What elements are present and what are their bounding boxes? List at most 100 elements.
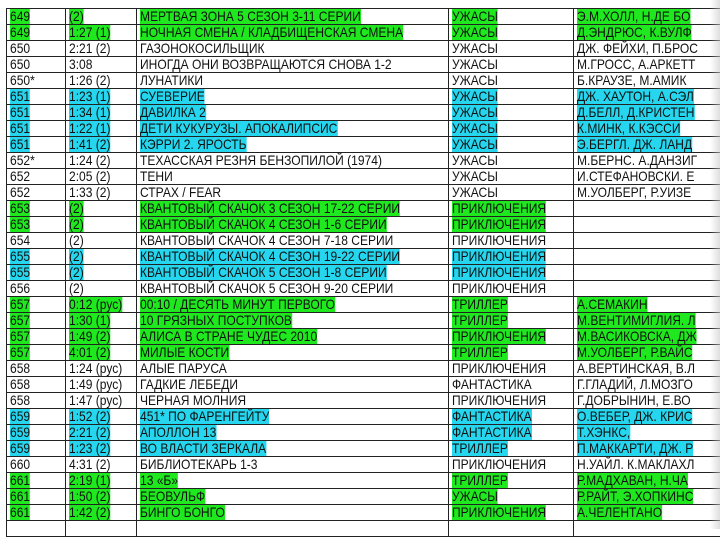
cast-cell[interactable]: Р.МАДХАВАН, Н.ЧА (573, 473, 720, 489)
title-cell[interactable]: БИНГО БОНГО (136, 505, 448, 521)
cast-cell[interactable] (573, 201, 720, 217)
duration-cell[interactable]: 2:19 (1) (65, 473, 136, 489)
duration-cell[interactable]: 1:34 (1) (65, 105, 136, 121)
title-cell[interactable]: ИНОГДА ОНИ ВОЗВРАЩАЮТСЯ СНОВА 1-2 (136, 57, 448, 73)
title-cell[interactable]: АЛЫЕ ПАРУСА (136, 361, 448, 377)
disc-number-cell[interactable]: 661 (7, 489, 66, 505)
duration-cell[interactable]: (2) (65, 265, 136, 281)
disc-number-cell[interactable]: 661 (7, 473, 66, 489)
title-cell[interactable]: НОЧНАЯ СМЕНА / КЛАДБИЩЕНСКАЯ СМЕНА (136, 25, 448, 41)
cast-cell[interactable]: Б.КРАУЗЕ, М.АМИК (573, 73, 720, 89)
genre-cell[interactable]: ПРИКЛЮЧЕНИЯ (448, 361, 573, 377)
cast-cell[interactable] (573, 233, 720, 249)
title-cell[interactable]: 451* ПО ФАРЕНГЕЙТУ (136, 409, 448, 425)
title-cell[interactable]: ТЕХАССКАЯ РЕЗНЯ БЕНЗОПИЛОЙ (1974) (136, 153, 448, 169)
cast-cell[interactable]: А.ЧЕЛЕНТАНО (573, 505, 720, 521)
genre-cell[interactable]: ПРИКЛЮЧЕНИЯ (448, 457, 573, 473)
genre-cell[interactable]: ПРИКЛЮЧЕНИЯ (448, 265, 573, 281)
duration-cell[interactable]: 1:33 (2) (65, 185, 136, 201)
title-cell[interactable]: ВО ВЛАСТИ ЗЕРКАЛА (136, 441, 448, 457)
duration-cell[interactable]: 4:01 (2) (65, 345, 136, 361)
disc-number-cell[interactable]: 657 (7, 345, 66, 361)
genre-cell[interactable]: ПРИКЛЮЧЕНИЯ (448, 217, 573, 233)
title-cell[interactable]: МЕРТВАЯ ЗОНА 5 СЕЗОН 3-11 СЕРИИ (136, 9, 448, 25)
title-cell[interactable]: 00:10 / ДЕСЯТЬ МИНУТ ПЕРВОГО (136, 297, 448, 313)
duration-cell[interactable]: 3:08 (65, 57, 136, 73)
genre-cell[interactable]: УЖАСЫ (448, 9, 573, 25)
cast-cell[interactable] (573, 217, 720, 233)
cast-cell[interactable]: ДЖ. ФЕЙХИ, П.БРОС (573, 41, 720, 57)
cast-cell[interactable]: А.СЕМАКИН (573, 297, 720, 313)
disc-number-cell[interactable]: 657 (7, 329, 66, 345)
disc-number-cell[interactable]: 650 (7, 57, 66, 73)
duration-cell[interactable]: 1:49 (рус) (65, 377, 136, 393)
cast-cell[interactable]: Д.ЭНДРЮС, К.ВУЛФ (573, 25, 720, 41)
genre-cell[interactable]: ПРИКЛЮЧЕНИЯ (448, 233, 573, 249)
disc-number-cell[interactable]: 659 (7, 425, 66, 441)
title-cell[interactable]: ДАВИЛКА 2 (136, 105, 448, 121)
duration-cell[interactable]: (2) (65, 217, 136, 233)
duration-cell[interactable]: 1:42 (2) (65, 505, 136, 521)
disc-number-cell[interactable]: 659 (7, 441, 66, 457)
genre-cell[interactable]: УЖАСЫ (448, 185, 573, 201)
cast-cell[interactable]: И.СТЕФАНОВСКИ. Е (573, 169, 720, 185)
title-cell[interactable]: ДЕТИ КУКУРУЗЫ. АПОКАЛИПСИС (136, 121, 448, 137)
cast-cell[interactable]: Э.М.ХОЛЛ, Н.ДЕ БО (573, 9, 720, 25)
genre-cell[interactable]: УЖАСЫ (448, 89, 573, 105)
title-cell[interactable]: КВАНТОВЫЙ СКАЧОК 4 СЕЗОН 7-18 СЕРИИ (136, 233, 448, 249)
title-cell[interactable]: БЕОВУЛЬФ (136, 489, 448, 505)
genre-cell[interactable]: УЖАСЫ (448, 57, 573, 73)
title-cell[interactable]: АЛИСА В СТРАНЕ ЧУДЕС 2010 (136, 329, 448, 345)
cast-cell[interactable]: А.ВЕРТИНСКАЯ, В.Л (573, 361, 720, 377)
cast-cell[interactable]: Г.ДОБРЫНИН, Е.ВО (573, 393, 720, 409)
cast-cell[interactable]: Н.УАЙЛ. К.МАКЛАХЛ (573, 457, 720, 473)
duration-cell[interactable]: 1:47 (рус) (65, 393, 136, 409)
disc-number-cell[interactable]: 655 (7, 265, 66, 281)
genre-cell[interactable]: ТРИЛЛЕР (448, 473, 573, 489)
disc-number-cell[interactable]: 651 (7, 137, 66, 153)
genre-cell[interactable]: ФАНТАСТИКА (448, 425, 573, 441)
duration-cell[interactable]: 1:24 (2) (65, 153, 136, 169)
title-cell[interactable]: БИБЛИОТЕКАРЬ 1-3 (136, 457, 448, 473)
disc-number-cell[interactable]: 653 (7, 217, 66, 233)
genre-cell[interactable]: ТРИЛЛЕР (448, 297, 573, 313)
duration-cell[interactable]: 2:21 (2) (65, 425, 136, 441)
cast-cell[interactable]: Р.РАЙТ, Э.ХОПКИНС (573, 489, 720, 505)
disc-number-cell[interactable]: 656 (7, 281, 66, 297)
duration-cell[interactable]: 2:21 (2) (65, 41, 136, 57)
genre-cell[interactable]: ФАНТАСТИКА (448, 377, 573, 393)
genre-cell[interactable]: ПРИКЛЮЧЕНИЯ (448, 249, 573, 265)
disc-number-cell[interactable]: 649 (7, 25, 66, 41)
title-cell[interactable]: ЧЕРНАЯ МОЛНИЯ (136, 393, 448, 409)
duration-cell[interactable]: 4:31 (2) (65, 457, 136, 473)
duration-cell[interactable]: 2:05 (2) (65, 169, 136, 185)
disc-number-cell[interactable]: 658 (7, 377, 66, 393)
disc-number-cell[interactable]: 655 (7, 249, 66, 265)
disc-number-cell[interactable]: 650* (7, 73, 66, 89)
disc-number-cell[interactable]: 652 (7, 169, 66, 185)
duration-cell[interactable]: 1:52 (2) (65, 409, 136, 425)
cast-cell[interactable]: М.ВАСИКОВСКА, ДЖ (573, 329, 720, 345)
title-cell[interactable]: СУЕВЕРИЕ (136, 89, 448, 105)
title-cell[interactable]: КВАНТОВЫЙ СКАЧОК 4 СЕЗОН 19-22 СЕРИИ (136, 249, 448, 265)
disc-number-cell[interactable]: 651 (7, 121, 66, 137)
genre-cell[interactable]: ПРИКЛЮЧЕНИЯ (448, 201, 573, 217)
duration-cell[interactable]: 1:30 (1) (65, 313, 136, 329)
cast-cell[interactable]: ДЖ. ХАУТОН, А.СЭЛ (573, 89, 720, 105)
genre-cell[interactable]: ФАНТАСТИКА (448, 409, 573, 425)
disc-number-cell[interactable]: 658 (7, 393, 66, 409)
genre-cell[interactable]: УЖАСЫ (448, 73, 573, 89)
genre-cell[interactable]: ТРИЛЛЕР (448, 313, 573, 329)
disc-number-cell[interactable]: 657 (7, 313, 66, 329)
duration-cell[interactable]: 1:26 (2) (65, 73, 136, 89)
cast-cell[interactable]: О.ВЕБЕР, ДЖ. КРИС (573, 409, 720, 425)
cast-cell[interactable]: М.УОЛБЕРГ, Р.УИЗЕ (573, 185, 720, 201)
title-cell[interactable]: АПОЛЛОН 13 (136, 425, 448, 441)
title-cell[interactable]: КВАНТОВЫЙ СКАЧОК 3 СЕЗОН 17-22 СЕРИИ (136, 201, 448, 217)
duration-cell[interactable]: 1:24 (рус) (65, 361, 136, 377)
title-cell[interactable]: 13 «Б» (136, 473, 448, 489)
duration-cell[interactable]: 1:50 (2) (65, 489, 136, 505)
title-cell[interactable]: ЛУНАТИКИ (136, 73, 448, 89)
title-cell[interactable]: ГАДКИЕ ЛЕБЕДИ (136, 377, 448, 393)
disc-number-cell[interactable]: 654 (7, 233, 66, 249)
